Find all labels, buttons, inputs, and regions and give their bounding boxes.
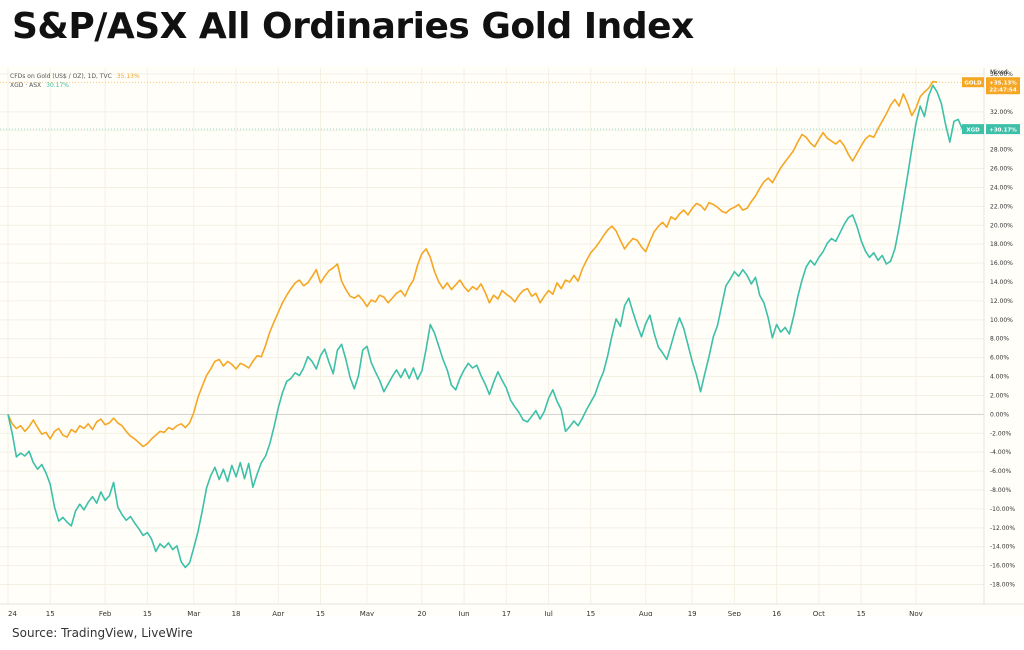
y-tick-label: 6.00%	[990, 355, 1009, 362]
x-tick-label: 15	[586, 610, 595, 616]
y-tick-label: 0.00%	[990, 411, 1009, 418]
y-tick-label: 20.00%	[990, 222, 1013, 229]
series-line-0	[7, 80, 938, 448]
axes: -18.00% -16.00% -14.00% -12.00% -10.00% -8.00…	[0, 68, 1024, 616]
y-tick-label: 22.00%	[990, 203, 1013, 210]
x-tick-label: Aug	[639, 610, 653, 616]
badge-value-box	[986, 77, 1020, 95]
x-tick-label: Jul	[543, 610, 553, 616]
x-tick-label: Nov	[909, 610, 923, 616]
y-tick-label: 18.00%	[990, 241, 1013, 248]
y-tick-label: 36.00%	[990, 71, 1013, 78]
y-tick-label: 16.00%	[990, 260, 1013, 267]
y-tick-label: 2.00%	[990, 392, 1009, 399]
legend-value-0: 35.13%	[117, 73, 140, 80]
x-tick-label: 19	[688, 610, 697, 616]
x-tick-label: May	[360, 610, 374, 616]
x-tick-label: 16	[772, 610, 781, 616]
badge-label-box	[962, 124, 984, 135]
y-tick-label: 8.00%	[990, 336, 1009, 343]
y-tick-label: -2.00%	[990, 430, 1012, 437]
legend-value-1: 30.17%	[46, 82, 69, 89]
y-tick-label: 10.00%	[990, 317, 1013, 324]
legend: CFDs on Gold (US$ / OZ), 1D, TVC 35.13% XG…	[10, 73, 140, 89]
series-line-1	[7, 84, 964, 569]
x-tick-label: Feb	[99, 610, 112, 616]
x-tick-label: 15	[316, 610, 325, 616]
y-tick-label: 26.00%	[990, 166, 1013, 173]
value-badge-0: GOLD +35.13%22:47:54	[962, 77, 1020, 95]
y-tick-label: 4.00%	[990, 374, 1009, 381]
x-tick-label: Jun	[458, 610, 470, 616]
badge-label: GOLD	[964, 81, 982, 87]
scale-label: Mixed	[990, 69, 1008, 76]
value-badge-1: XGD +30.17%	[962, 124, 1020, 135]
y-tick-label: -8.00%	[990, 487, 1012, 494]
x-tick-label: Oct	[813, 610, 825, 616]
x-tick-label: 15	[143, 610, 152, 616]
badge-subtext: 22:47:54	[989, 88, 1017, 94]
x-tick-label: 17	[502, 610, 511, 616]
value-badges: GOLD +35.13%22:47:54 XGD +30.17%	[962, 77, 1020, 135]
line-chart: -18.00% -16.00% -14.00% -12.00% -10.00% -8.00…	[0, 66, 1024, 616]
x-tick-label: 15	[46, 610, 55, 616]
source-note: Source: TradingView, LiveWire	[12, 626, 193, 640]
x-tick-label: Mar	[187, 610, 200, 616]
x-tick-label: 24	[8, 610, 17, 616]
y-tick-label: 14.00%	[990, 279, 1013, 286]
y-tick-label: -4.00%	[990, 449, 1012, 456]
x-tick-label: Sep	[728, 610, 742, 616]
badge-label-box	[962, 77, 984, 88]
x-tick-label: Apr	[272, 610, 284, 616]
page-title: S&P/ASX All Ordinaries Gold Index	[12, 6, 694, 47]
series-lines	[0, 80, 984, 569]
y-tick-label: 28.00%	[990, 147, 1013, 154]
x-tick-label: 20	[417, 610, 426, 616]
grid	[0, 68, 984, 604]
legend-entry-0: CFDs on Gold (US$ / OZ), 1D, TVC	[10, 73, 112, 80]
y-tick-label: 24.00%	[990, 184, 1013, 191]
chart-background	[0, 66, 1024, 616]
legend-entry-1: XGD · ASX	[10, 82, 41, 89]
y-tick-label: -6.00%	[990, 468, 1012, 475]
y-tick-label: -18.00%	[990, 582, 1015, 589]
badge-value-box	[986, 124, 1020, 135]
y-tick-label: -10.00%	[990, 506, 1015, 513]
badge-label: XGD	[966, 128, 980, 134]
y-tick-label: -14.00%	[990, 544, 1015, 551]
y-tick-label: -16.00%	[990, 563, 1015, 570]
chart-container: -18.00% -16.00% -14.00% -12.00% -10.00% -8.00…	[0, 66, 1024, 616]
x-tick-label: 18	[232, 610, 241, 616]
badge-value: +30.17%	[989, 128, 1017, 134]
y-tick-label: 12.00%	[990, 298, 1013, 305]
y-tick-label: 32.00%	[990, 109, 1013, 116]
y-tick-label: -12.00%	[990, 525, 1015, 532]
badge-value: +35.13%	[989, 81, 1017, 87]
x-tick-label: 15	[857, 610, 866, 616]
